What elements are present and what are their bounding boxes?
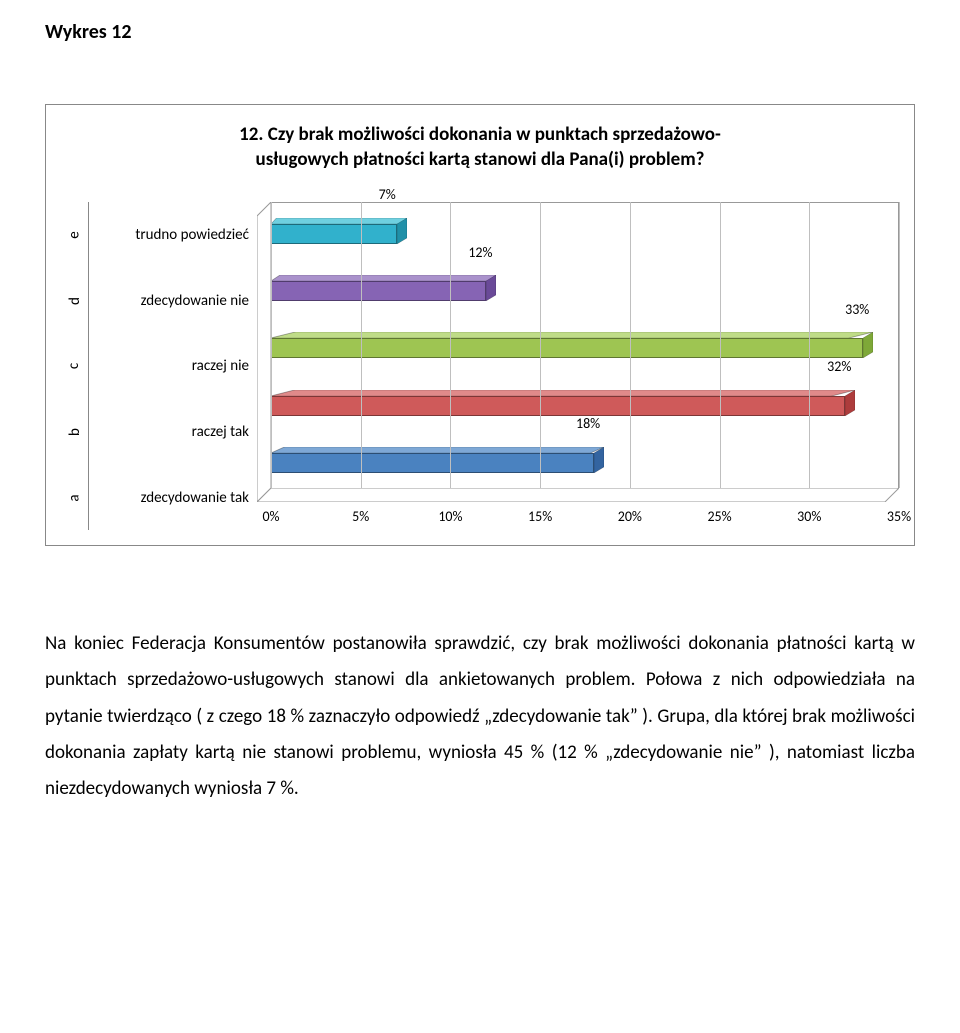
- y-label: zdecydowanie nie: [89, 268, 257, 334]
- bar-top: [271, 447, 604, 453]
- bar-top: [271, 390, 855, 396]
- bar-row: 18%: [271, 431, 899, 488]
- gridline: [540, 202, 541, 488]
- y-letter: b: [61, 399, 88, 465]
- y-label: raczej tak: [89, 399, 257, 465]
- gridline: [809, 202, 810, 488]
- chart-title-line1: 12. Czy brak możliwości dokonania w punk…: [239, 123, 721, 146]
- x-tick: 25%: [707, 508, 731, 525]
- y-letter: d: [61, 268, 88, 334]
- gridline: [361, 202, 362, 488]
- bar-row: 33%: [271, 317, 899, 374]
- bar-side: [594, 447, 604, 473]
- bar-front: [271, 224, 397, 244]
- y-letter: c: [61, 334, 88, 400]
- x-tick: 0%: [262, 508, 279, 525]
- bar-value-label: 33%: [845, 301, 869, 318]
- bar-front: [271, 396, 845, 416]
- bars-layer: 7%12%33%32%18%: [271, 202, 899, 488]
- x-tick: 10%: [438, 508, 462, 525]
- x-tick: 5%: [352, 508, 369, 525]
- bar: [271, 218, 407, 244]
- floor: [257, 488, 899, 502]
- gridline: [899, 202, 900, 488]
- bar-row: 7%: [271, 202, 899, 259]
- bar-side: [397, 218, 407, 244]
- chart-title-line2: usługowych płatności kartą stanowi dla P…: [256, 148, 705, 171]
- gridline: [630, 202, 631, 488]
- bar-side: [863, 332, 873, 358]
- y-axis-letters: edcba: [61, 202, 89, 530]
- bar-value-label: 32%: [827, 358, 851, 375]
- bar: [271, 390, 855, 416]
- y-label: zdecydowanie tak: [89, 465, 257, 531]
- chart-title: 12. Czy brak możliwości dokonania w punk…: [120, 123, 840, 172]
- bar-side: [845, 390, 855, 416]
- x-tick: 15%: [528, 508, 552, 525]
- x-tick: 35%: [887, 508, 911, 525]
- y-letter: a: [61, 465, 88, 531]
- bar-row: 12%: [271, 260, 899, 317]
- gridline: [450, 202, 451, 488]
- y-label: raczej nie: [89, 334, 257, 400]
- y-label: trudno powiedzieć: [89, 202, 257, 268]
- bar-front: [271, 453, 594, 473]
- bar-top: [271, 275, 496, 281]
- bar-value-label: 12%: [468, 244, 492, 261]
- bar-top: [271, 218, 407, 224]
- bar-value-label: 18%: [576, 415, 600, 432]
- x-tick: 20%: [618, 508, 642, 525]
- gridline: [271, 202, 272, 488]
- x-axis: 0%5%10%15%20%25%30%35%: [271, 502, 899, 530]
- bar: [271, 275, 496, 301]
- side-wall: [257, 202, 271, 502]
- bar-side: [486, 275, 496, 301]
- x-tick: 30%: [797, 508, 821, 525]
- paragraph-1: Na koniec Federacja Konsumentów postanow…: [45, 626, 915, 806]
- chart-body: edcba trudno powiedziećzdecydowanie nier…: [61, 202, 899, 530]
- y-letter: e: [61, 202, 88, 268]
- bar-front: [271, 281, 486, 301]
- plot-area: 7%12%33%32%18% 0%5%10%15%20%25%30%35%: [257, 202, 899, 530]
- body-text: Na koniec Federacja Konsumentów postanow…: [45, 626, 915, 806]
- chart-container: 12. Czy brak możliwości dokonania w punk…: [45, 104, 915, 546]
- y-axis-labels: trudno powiedziećzdecydowanie nieraczej …: [89, 202, 257, 530]
- bar: [271, 447, 604, 473]
- gridline: [720, 202, 721, 488]
- bar-value-label: 7%: [379, 186, 396, 203]
- figure-heading: Wykres 12: [45, 20, 915, 44]
